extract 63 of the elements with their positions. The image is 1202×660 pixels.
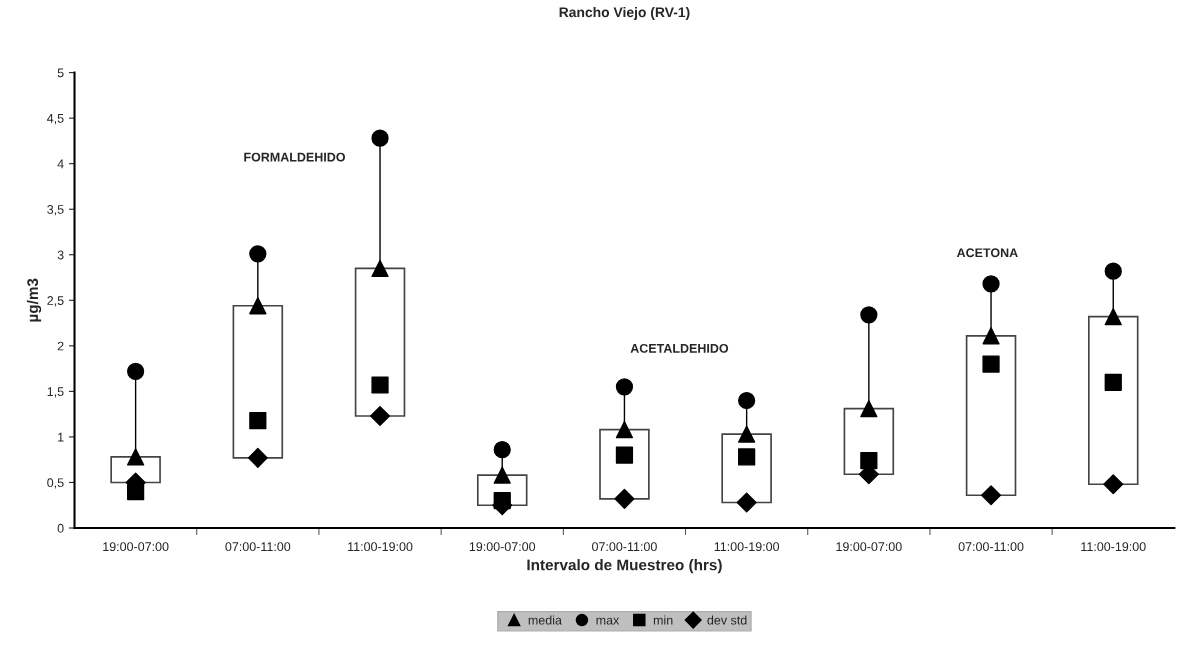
legend-label: max: [596, 617, 620, 625]
point: [371, 259, 389, 278]
point: [370, 405, 391, 426]
point: [249, 245, 267, 263]
bar: [1087, 315, 1139, 486]
point: [982, 327, 1000, 345]
point: [493, 466, 511, 484]
x-tick-label: 19:00-07:00: [836, 542, 902, 552]
y-axis-title: µg/m3: [26, 278, 42, 322]
point: [860, 306, 878, 324]
legend-label: min: [653, 615, 673, 625]
legend-label: dev std: [707, 615, 747, 625]
y-tick-label: 4,5: [47, 114, 64, 125]
annotation: ACETONA: [956, 248, 1018, 258]
point: [1104, 262, 1122, 280]
point: [493, 441, 511, 459]
point: [738, 448, 756, 466]
y-tick-label: 0: [57, 523, 64, 533]
y-tick-label: 2,5: [47, 296, 64, 307]
point: [127, 448, 145, 466]
point: [247, 447, 268, 468]
point: [982, 275, 1000, 293]
point: [982, 355, 1000, 373]
y-tick-label: 4: [57, 159, 64, 169]
point: [736, 492, 757, 513]
bar: [965, 334, 1017, 497]
point: [614, 488, 635, 509]
legend-label: media: [528, 615, 562, 625]
y-tick-label: 3: [57, 250, 64, 260]
x-tick-label: 11:00-19:00: [348, 542, 413, 552]
point: [1103, 474, 1124, 495]
y-tick-label: 1,5: [47, 387, 64, 398]
point: [127, 362, 145, 380]
annotation: ACETALDEHIDO: [630, 343, 729, 353]
x-tick-label: 11:00-19:00: [714, 542, 780, 552]
point: [371, 376, 389, 394]
chart-title: Rancho Viejo (RV-1): [559, 6, 690, 20]
y-tick-label: 2: [57, 341, 64, 351]
point: [981, 485, 1002, 506]
x-tick-label: 19:00-07:00: [103, 542, 169, 552]
point: [615, 421, 634, 439]
x-tick-label: 19:00-07:00: [469, 542, 536, 552]
y-tick-label: 1: [58, 432, 64, 442]
point: [249, 411, 267, 430]
x-tick-label: 07:00-11:00: [958, 542, 1024, 552]
point: [249, 297, 267, 315]
point: [371, 129, 389, 147]
x-axis-title: Intervalo de Muestreo (hrs): [527, 559, 722, 574]
x-tick-label: 11:00-19:00: [1081, 542, 1146, 552]
x-tick-label: 07:00-11:00: [225, 542, 291, 552]
bar: [232, 304, 284, 459]
bar: [354, 267, 406, 417]
point: [1104, 373, 1122, 391]
x-tick-label: 07:00-11:00: [592, 542, 657, 552]
y-tick-label: 0,5: [47, 478, 64, 489]
point: [860, 400, 878, 418]
point: [738, 425, 756, 443]
point: [738, 391, 756, 410]
annotation: FORMALDEHIDO: [244, 152, 345, 162]
point: [615, 378, 634, 396]
point: [1104, 308, 1122, 326]
y-tick-label: 3,5: [47, 205, 64, 216]
y-tick-label: 5: [57, 68, 64, 78]
